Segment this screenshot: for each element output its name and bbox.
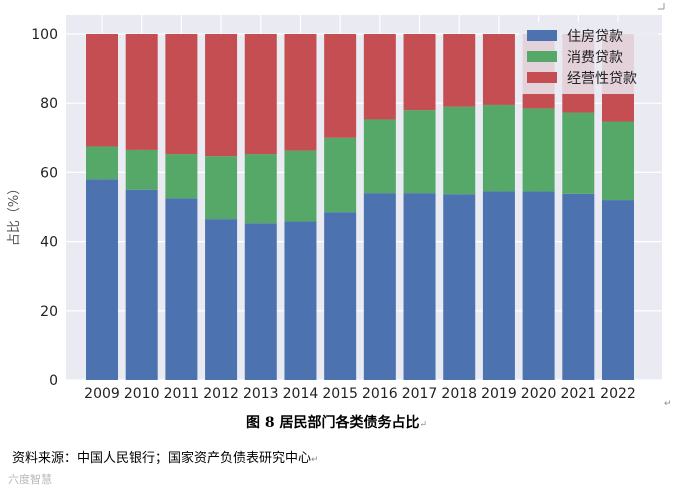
bar-segment	[244, 223, 277, 380]
x-tick-label: 2014	[283, 386, 319, 402]
bar-segment	[363, 193, 396, 380]
bar-segment	[205, 34, 238, 157]
bar-segment	[403, 193, 436, 380]
bar-segment	[324, 137, 357, 213]
bar-segment	[165, 198, 198, 380]
x-tick-label: 2015	[322, 386, 358, 402]
x-tick-label: 2017	[402, 386, 438, 402]
legend-swatch	[527, 30, 557, 41]
bar-segment	[562, 193, 595, 380]
bar-segment	[602, 200, 634, 380]
bar-segment	[205, 156, 238, 220]
y-axis-label: 占比（%）	[7, 182, 22, 246]
bar-segment	[284, 221, 317, 380]
bar-segment	[324, 212, 357, 380]
bar-segment	[284, 34, 317, 151]
bar-segment	[86, 179, 118, 380]
bar-segment	[165, 34, 198, 155]
source-return-mark: ↵	[311, 455, 319, 465]
legend-label: 经营性贷款	[567, 71, 637, 87]
bar-segment	[324, 34, 357, 138]
bar-segment	[363, 34, 396, 120]
x-tick-labels: 2009 2010 2011 2012 2013 2014 2015 2016 2017 2018…	[84, 386, 636, 402]
y-tick-label: 100	[31, 27, 58, 43]
bar-segment	[244, 154, 277, 224]
source-text: 资料来源：中国人民银行；国家资产负债表研究中心	[12, 451, 312, 466]
legend-label: 消费贷款	[567, 50, 623, 66]
y-tick-label: 80	[40, 96, 58, 112]
bar-segment	[125, 34, 158, 150]
watermark: 六度智慧	[8, 473, 52, 486]
caption-return-mark: ↵	[419, 420, 428, 430]
source-note: 资料来源：中国人民银行；国家资产负债表研究中心↵	[12, 447, 319, 466]
bar-segment	[443, 34, 476, 107]
bar-segment	[443, 194, 476, 380]
legend-swatch	[527, 72, 557, 83]
bar-segment	[403, 34, 436, 111]
bar-segment	[602, 121, 634, 201]
bar-segment	[125, 189, 158, 380]
y-tick-label: 20	[40, 304, 58, 320]
x-tick-label: 2016	[362, 386, 398, 402]
y-tick-labels: 0 20 40 60 80 100	[31, 27, 58, 389]
bar-segment	[562, 112, 595, 194]
bar-segment	[403, 110, 436, 194]
bar-segment	[482, 104, 515, 192]
x-tick-label: 2022	[600, 386, 636, 402]
y-tick-label: 0	[49, 373, 58, 389]
x-tick-label: 2009	[84, 386, 120, 402]
x-tick-label: 2020	[521, 386, 557, 402]
figure-caption: 图 8 居民部门各类债务占比↵	[0, 412, 673, 432]
bar-segment	[125, 149, 158, 190]
x-tick-label: 2021	[560, 386, 596, 402]
bar-segment	[205, 219, 238, 380]
legend-swatch	[527, 51, 557, 62]
bar-segment	[482, 191, 515, 380]
bar-segment	[522, 108, 555, 192]
legend-label: 住房贷款	[567, 29, 623, 45]
bar-segment	[482, 34, 515, 105]
bar-segment	[165, 154, 198, 199]
x-tick-label: 2018	[441, 386, 477, 402]
bar-segment	[443, 106, 476, 195]
corner-mark	[658, 3, 665, 10]
side-mark: ↵	[664, 399, 672, 409]
bar-segment	[244, 34, 277, 155]
caption-text: 图 8 居民部门各类债务占比	[245, 415, 420, 431]
x-tick-label: 2010	[124, 386, 160, 402]
bar-segment	[86, 34, 118, 147]
bar-segment	[363, 119, 396, 194]
x-tick-label: 2012	[203, 386, 239, 402]
x-tick-label: 2013	[243, 386, 279, 402]
y-tick-label: 40	[40, 235, 58, 251]
bar-segment	[284, 150, 317, 222]
x-tick-label: 2019	[481, 386, 517, 402]
bar-segment	[522, 191, 555, 380]
x-tick-label: 2011	[164, 386, 200, 402]
y-tick-label: 60	[40, 165, 58, 181]
bar-segment	[86, 146, 118, 180]
